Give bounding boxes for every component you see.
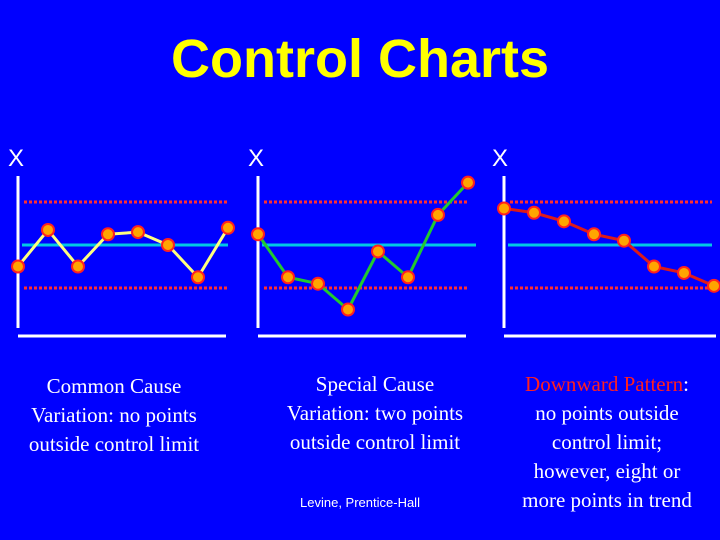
data-point xyxy=(341,302,355,317)
caption-line: no points outside xyxy=(535,401,679,425)
caption-colon: : xyxy=(683,372,689,396)
caption-line: Variation: two points xyxy=(286,401,464,425)
data-point xyxy=(617,233,631,248)
caption-line: control limit; xyxy=(551,430,663,454)
slide-title: Control Charts xyxy=(171,29,549,89)
data-point xyxy=(557,214,571,229)
data-point xyxy=(677,265,691,280)
caption-line: Common Cause xyxy=(46,374,182,398)
data-point xyxy=(281,270,295,285)
data-point xyxy=(221,220,235,235)
caption-line: Special Cause xyxy=(315,372,435,396)
data-point xyxy=(251,227,265,242)
caption-line: Variation: no points xyxy=(31,403,197,427)
caption-downward-pattern: Downward Pattern: no points outside cont… xyxy=(496,370,718,515)
caption-special-cause: Special Cause Variation: two points outs… xyxy=(262,370,488,457)
caption-line: Downward Pattern: xyxy=(496,370,718,399)
data-point xyxy=(497,201,511,216)
data-point xyxy=(131,225,145,240)
caption-common-cause: Common Cause Variation: no points outsid… xyxy=(4,372,224,459)
caption-line: outside control limit xyxy=(28,432,200,456)
data-point xyxy=(11,259,25,274)
series-line xyxy=(16,227,230,279)
caption-highlight: Downward Pattern xyxy=(525,372,684,396)
caption-line: more points in trend xyxy=(522,488,692,512)
data-point xyxy=(707,278,720,293)
data-point xyxy=(191,270,205,285)
y-axis-label: X xyxy=(492,145,508,172)
caption-line: outside control limit xyxy=(289,430,461,454)
caption-line: however, eight or xyxy=(533,459,681,483)
data-point xyxy=(647,259,661,274)
data-point xyxy=(101,227,115,242)
data-point xyxy=(431,207,445,222)
data-point xyxy=(527,205,541,220)
data-point xyxy=(71,259,85,274)
data-point xyxy=(161,238,175,252)
special-cause-chart: X xyxy=(248,145,476,338)
data-point xyxy=(41,222,55,237)
data-point xyxy=(311,276,325,291)
data-point xyxy=(401,270,415,285)
downward-pattern-chart: X xyxy=(492,145,720,338)
y-axis-label: X xyxy=(248,145,264,172)
y-axis-label: X xyxy=(8,145,24,172)
data-point xyxy=(371,244,385,259)
common-cause-chart: X xyxy=(8,145,235,338)
source-credit: Levine, Prentice-Hall xyxy=(300,495,420,510)
data-point xyxy=(587,227,601,242)
data-point xyxy=(461,175,475,190)
